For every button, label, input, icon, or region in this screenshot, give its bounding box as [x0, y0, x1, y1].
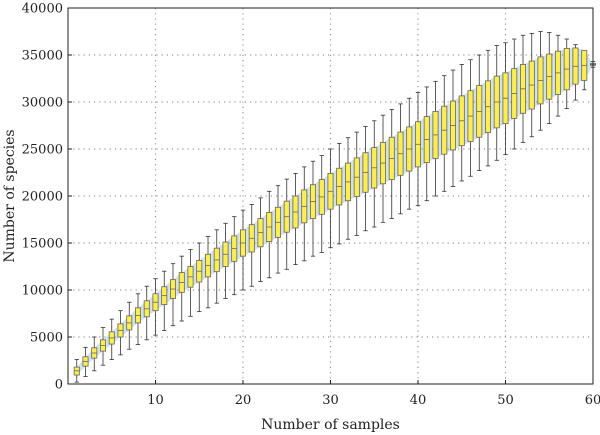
- box-item: [537, 31, 544, 131]
- box-item: [169, 263, 176, 327]
- box-item: [371, 120, 378, 228]
- box-item: [388, 109, 395, 219]
- box-item: [292, 173, 299, 266]
- box-item: [327, 148, 334, 249]
- y-tick-label: 5000: [30, 331, 63, 346]
- box-item: [196, 242, 203, 313]
- box-item: [493, 45, 500, 161]
- axis-ticks: 10 20 30 40 50 60 0 5000 10000 15000 20000 25000 300…: [22, 2, 600, 409]
- box-item: [528, 32, 535, 138]
- x-tick-label: 60: [585, 393, 600, 408]
- box-item: [143, 285, 150, 341]
- box-item: [432, 80, 439, 197]
- box-item: [546, 32, 553, 125]
- box-item: [449, 69, 456, 188]
- box-item: [257, 197, 264, 282]
- box-item: [318, 155, 325, 253]
- y-tick-label: 10000: [22, 284, 63, 299]
- box-item: [397, 103, 404, 215]
- box-item: [134, 293, 141, 345]
- box-item: [126, 301, 133, 350]
- box-item: [213, 229, 220, 304]
- box-item: [502, 42, 509, 156]
- box-item: [458, 64, 465, 182]
- box-item: [572, 44, 579, 101]
- box-item: [283, 178, 290, 270]
- box-item: [274, 185, 281, 274]
- x-tick-label: 20: [235, 393, 252, 408]
- y-tick-label: 0: [55, 378, 63, 393]
- box-item: [108, 318, 115, 360]
- box-item: [309, 160, 316, 257]
- y-axis-label: Number of species: [2, 129, 18, 262]
- box-item: [467, 59, 474, 177]
- box-item: [178, 255, 185, 322]
- x-tick-label: 40: [410, 393, 427, 408]
- y-tick-label: 40000: [22, 2, 63, 17]
- box-item: [91, 336, 98, 372]
- box-item: [222, 222, 229, 299]
- box-item: [239, 209, 246, 291]
- box-item: [248, 204, 255, 287]
- x-tick-label: 50: [497, 393, 514, 408]
- box-item: [423, 86, 430, 202]
- y-tick-label: 15000: [22, 237, 63, 252]
- x-tick-label: 10: [147, 393, 164, 408]
- box-item: [406, 97, 413, 210]
- box-item: [362, 126, 369, 232]
- box-item: [100, 327, 107, 366]
- box-item: [336, 142, 343, 245]
- box-item: [301, 166, 308, 262]
- box-item: [581, 49, 588, 91]
- box-item: [231, 216, 238, 296]
- box-item: [161, 270, 168, 331]
- x-tick-label: 30: [322, 393, 339, 408]
- box-item: [353, 131, 360, 236]
- box-item: [563, 38, 570, 109]
- y-tick-label: 20000: [22, 190, 63, 205]
- box-item: [73, 359, 80, 383]
- box-item: [117, 310, 124, 356]
- box-item: [187, 249, 194, 317]
- box-series: [73, 31, 597, 383]
- box-item: [414, 92, 421, 206]
- box-item: [441, 75, 448, 192]
- box-item: [379, 114, 386, 223]
- y-tick-label: 35000: [22, 49, 63, 64]
- x-axis-label: Number of samples: [261, 417, 400, 433]
- box-item: [266, 190, 273, 279]
- box-item: [204, 236, 211, 309]
- box-item: [344, 137, 351, 240]
- box-item: [484, 49, 491, 167]
- y-tick-label: 30000: [22, 96, 63, 111]
- box-item: [152, 278, 159, 336]
- box-item: [555, 34, 562, 117]
- box-item: [476, 54, 483, 172]
- box-item: [520, 34, 527, 143]
- box-item: [511, 38, 518, 150]
- box-item: [82, 346, 89, 377]
- y-tick-label: 25000: [22, 143, 63, 158]
